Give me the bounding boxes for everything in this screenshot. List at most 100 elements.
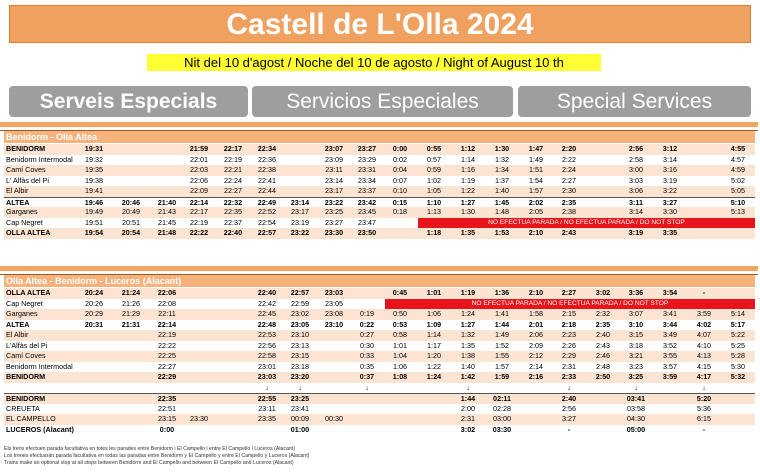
time-cell: 22:29 [157,372,177,381]
time-cell: 22:35 [224,207,242,216]
time-cell: 23:03 [324,288,344,297]
time-cell: 5:14 [731,309,745,318]
station-name: EL CAMPELLO [6,414,56,423]
time-cell: 3:52 [663,340,677,350]
table-row: L' Alfàs del Pi 19:38 22:06 22:24 22:41 23:14… [4,176,755,187]
station-name: Benidorm Intermodal [6,154,73,164]
time-cell: 21:29 [122,309,140,318]
time-cell: 23:09 [325,154,343,164]
table-row: CREUETA 22:51 23:11 23:41 2:00 02:28 2:56 03:58… [4,404,755,415]
time-cell: 22:35 [157,394,177,403]
time-cell: 03:30 [492,424,512,434]
time-cell: 1:57 [529,186,543,195]
divider-line [0,130,758,131]
time-cell: 22:42 [258,298,276,308]
time-cell: 0:04 [393,165,407,174]
time-cell: 22:03 [190,165,208,174]
time-cell: 22:17 [190,207,208,216]
time-cell: 23:25 [290,394,310,403]
station-name: OLLA ALTEA [6,288,51,297]
table-row: Cap Negret 20:26 21:26 22:08 22:42 22:59 23:05… [4,298,755,310]
table-row: OLLA ALTEA 20:24 21:24 22:06 22:40 22:57 23:03… [4,288,755,299]
time-cell: 3:54 [662,288,678,297]
table-row: ALTEA 20:31 21:31 22:14 22:48 23:05 23:10 0:22 0… [4,320,755,331]
time-cell: 1:02 [427,175,441,185]
time-cell: 0:22 [359,319,375,329]
time-cell: 22:27 [224,186,242,195]
station-name: CREUETA [6,403,40,413]
time-cell: 20:24 [84,288,104,297]
station-name: Camí Coves [6,165,46,174]
time-cell: 2:15 [562,309,576,318]
time-cell: 23:17 [325,186,343,195]
station-name: L' Alfàs del Pi [6,175,49,185]
time-cell: 23:08 [325,309,343,318]
time-cell: 02:28 [493,403,511,413]
table-row: El Albir 19:41 22:09 22:27 22:44 23:17 23:37 0:… [4,186,755,197]
table-row: Benidorm Intermodal 22:27 23:01 23:18 0:35 1:… [4,362,755,373]
table-row: L'Alfàs del Pi 22:22 22:56 23:13 0:30 1:01 1:1… [4,341,755,352]
time-cell: - [702,424,706,434]
time-cell: 22:45 [258,309,276,318]
time-cell: 0:27 [360,330,374,339]
time-cell: 23:30 [324,228,344,237]
time-cell: 3:41 [663,309,677,318]
time-cell: 1:18 [426,228,442,237]
time-cell: 5:13 [731,207,745,216]
time-cell: 22:53 [258,330,276,339]
time-cell: 2:02 [528,197,544,207]
time-cell: 21:26 [122,298,140,308]
time-cell: 1:35 [461,340,475,350]
time-cell: 1:57 [495,361,509,371]
station-name: El Albir [6,186,29,195]
time-cell: 3:55 [663,351,677,360]
footnote-ca: Els trens efectuen parada facultativa en… [4,446,295,452]
time-cell: 3:15 [629,330,643,339]
time-cell: 21:31 [121,319,141,329]
time-cell: 3:44 [662,319,678,329]
divider-stripe [0,122,758,127]
time-cell: 03:00 [493,414,511,423]
title-banner: Castell de L'Olla 2024 [9,5,751,43]
time-cell: 01:00 [290,424,310,434]
time-cell: 22:36 [258,154,276,164]
time-cell: 3:07 [629,309,643,318]
table1-title: Benidorm - Olla Altea [4,131,755,143]
time-cell: 0:45 [392,288,408,297]
time-cell: 04:30 [627,414,645,423]
station-name: El Albir [6,330,29,339]
time-cell: 1:37 [495,175,509,185]
time-cell: 1:32 [495,154,509,164]
time-cell: 4:55 [730,144,746,153]
time-cell: 2:46 [596,351,610,360]
time-cell: 23:14 [290,197,310,207]
time-cell: 1:47 [528,144,544,153]
time-cell: 22:21 [224,165,242,174]
time-cell: 05:00 [626,424,646,434]
time-cell: 1:06 [427,309,441,318]
time-cell: 02:11 [493,394,511,403]
time-cell: - [702,288,706,297]
time-cell: 1:36 [494,288,510,297]
time-cell: 2:31 [461,414,475,423]
time-cell: 21:45 [158,217,176,227]
time-cell: 3:36 [628,288,644,297]
table-row: BENIDORM 22:35 22:55 23:25 1:44 02:11 2:40 03:4… [4,393,755,404]
time-cell: 22:37 [224,217,242,227]
time-cell: 22:44 [258,186,276,195]
time-cell: 3:12 [662,144,678,153]
station-name: BENIDORM [6,394,46,403]
time-cell: 20:29 [85,309,103,318]
time-cell: 6:15 [697,414,711,423]
time-cell: 4:13 [697,351,711,360]
time-cell: 22:27 [158,361,176,371]
time-cell: 5:25 [731,340,745,350]
date-banner: Nit del 10 d'agost / Noche del 10 de ago… [147,54,601,71]
no-stop-banner: NO EFECTUA PARADA / NO EFECTUA PARADA / … [418,217,755,228]
time-cell: 23:42 [357,197,377,207]
time-cell: ↓ [265,382,269,392]
time-cell: 19:46 [84,197,104,207]
table-row: Camí Coves 19:35 22:03 22:21 22:38 23:11 23:31… [4,165,755,176]
time-cell: 2:05 [529,207,543,216]
time-cell: 1:10 [426,197,442,207]
